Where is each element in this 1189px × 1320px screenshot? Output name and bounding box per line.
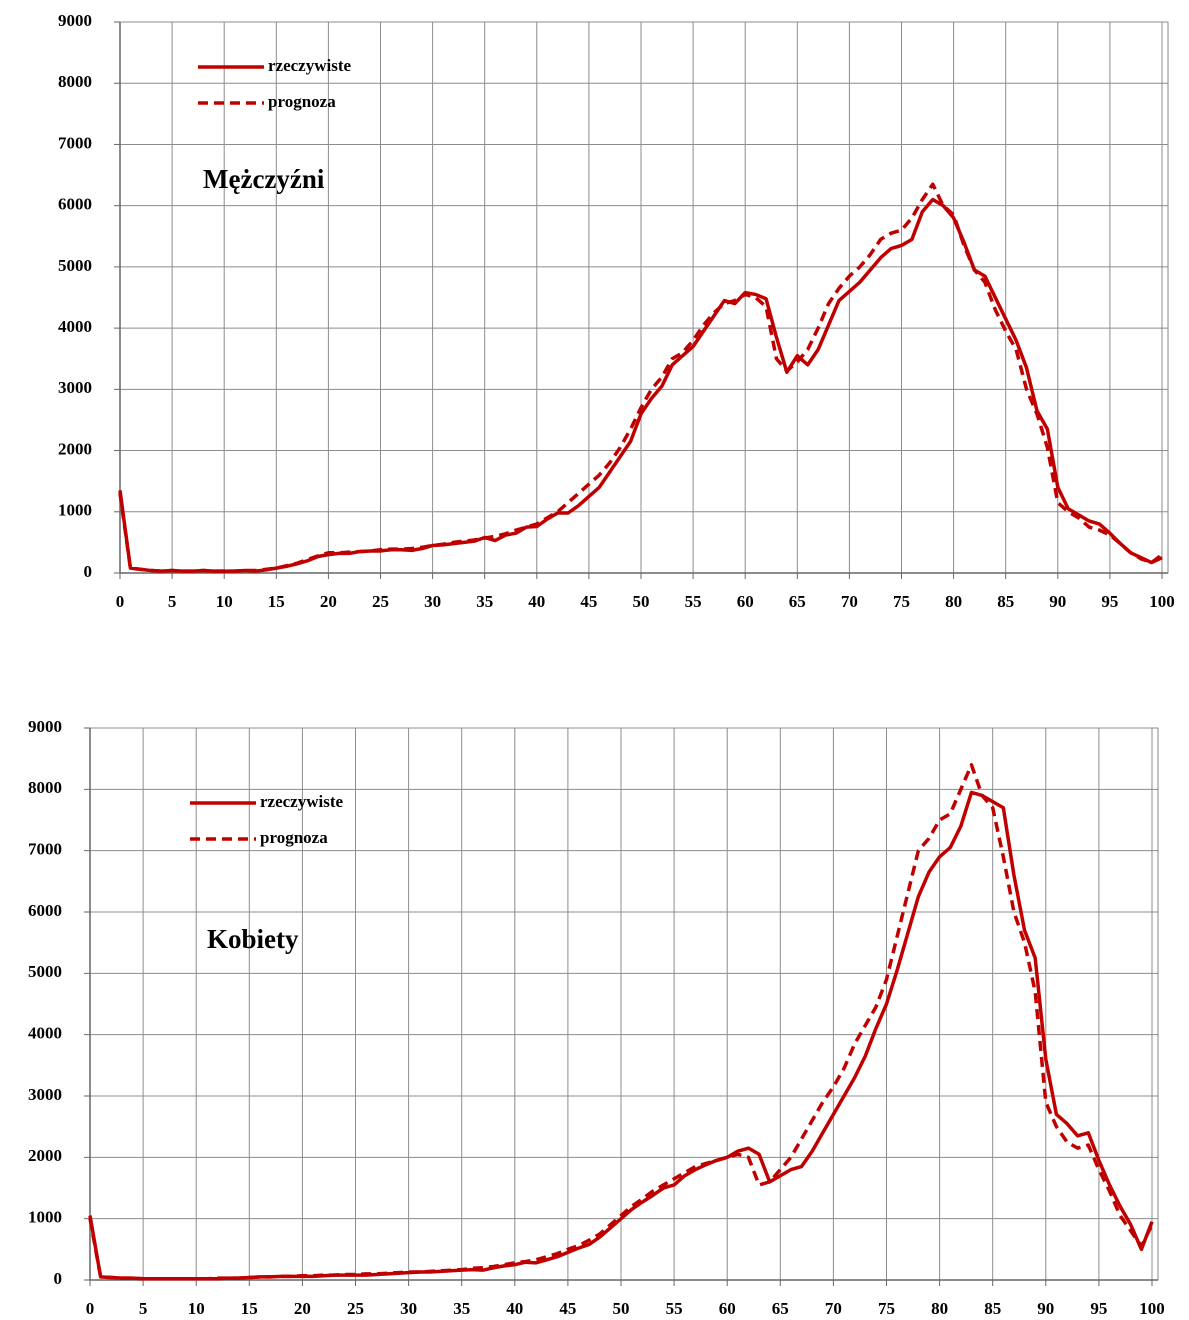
x-tick-label: 60 <box>719 1299 736 1318</box>
x-tick-label: 20 <box>320 592 337 611</box>
y-tick-label: 8000 <box>28 778 62 797</box>
x-tick-label: 90 <box>1037 1299 1054 1318</box>
legend-label: prognoza <box>268 92 336 111</box>
x-tick-label: 85 <box>984 1299 1001 1318</box>
y-tick-label: 8000 <box>58 72 92 91</box>
x-tick-label: 50 <box>613 1299 630 1318</box>
y-tick-label: 6000 <box>58 195 92 214</box>
x-tick-label: 100 <box>1139 1299 1165 1318</box>
x-tick-label: 30 <box>424 592 441 611</box>
y-tick-label: 7000 <box>58 133 92 152</box>
legend-label: rzeczywiste <box>260 792 344 811</box>
x-tick-label: 20 <box>294 1299 311 1318</box>
x-tick-label: 50 <box>633 592 650 611</box>
y-tick-label: 9000 <box>28 717 62 736</box>
x-tick-label: 5 <box>139 1299 148 1318</box>
y-tick-label: 2000 <box>58 439 92 458</box>
x-tick-label: 80 <box>945 592 962 611</box>
y-tick-label: 0 <box>84 562 93 581</box>
x-tick-label: 80 <box>931 1299 948 1318</box>
x-tick-label: 35 <box>476 592 493 611</box>
x-tick-label: 85 <box>997 592 1014 611</box>
chart-title: Mężczyźni <box>203 164 325 194</box>
x-tick-label: 100 <box>1149 592 1175 611</box>
x-tick-label: 0 <box>86 1299 95 1318</box>
x-tick-label: 25 <box>347 1299 364 1318</box>
x-tick-label: 90 <box>1049 592 1066 611</box>
x-tick-label: 95 <box>1101 592 1118 611</box>
series-line <box>118 197 1163 573</box>
y-tick-label: 4000 <box>28 1024 62 1043</box>
x-tick-label: 55 <box>685 592 702 611</box>
x-tick-label: 40 <box>506 1299 523 1318</box>
x-tick-label: 55 <box>666 1299 683 1318</box>
y-tick-label: 3000 <box>28 1085 62 1104</box>
x-tick-label: 25 <box>372 592 389 611</box>
x-tick-label: 70 <box>841 592 858 611</box>
x-tick-label: 95 <box>1090 1299 1107 1318</box>
y-tick-label: 5000 <box>58 256 92 275</box>
x-tick-label: 65 <box>789 592 806 611</box>
y-tick-label: 1000 <box>58 501 92 520</box>
x-tick-label: 75 <box>893 592 910 611</box>
x-tick-label: 70 <box>825 1299 842 1318</box>
series-line <box>88 763 1154 1281</box>
y-tick-label: 5000 <box>28 962 62 981</box>
x-tick-label: 40 <box>528 592 545 611</box>
legend-label: prognoza <box>260 828 328 847</box>
x-tick-label: 35 <box>453 1299 470 1318</box>
x-tick-label: 0 <box>116 592 125 611</box>
x-tick-label: 15 <box>268 592 285 611</box>
y-tick-label: 3000 <box>58 378 92 397</box>
y-tick-label: 6000 <box>28 901 62 920</box>
y-tick-label: 9000 <box>58 11 92 30</box>
x-tick-label: 45 <box>580 592 597 611</box>
y-tick-label: 7000 <box>28 840 62 859</box>
x-tick-label: 5 <box>168 592 177 611</box>
y-tick-label: 4000 <box>58 317 92 336</box>
x-tick-label: 30 <box>400 1299 417 1318</box>
x-tick-label: 15 <box>241 1299 258 1318</box>
x-tick-label: 45 <box>559 1299 576 1318</box>
x-tick-label: 65 <box>772 1299 789 1318</box>
x-tick-label: 10 <box>188 1299 205 1318</box>
x-tick-label: 10 <box>216 592 233 611</box>
y-tick-label: 0 <box>54 1269 63 1288</box>
plot-frame <box>89 727 1159 1281</box>
series-line <box>118 182 1164 573</box>
x-tick-label: 60 <box>737 592 754 611</box>
y-tick-label: 1000 <box>28 1208 62 1227</box>
x-tick-label: 75 <box>878 1299 895 1318</box>
legend-label: rzeczywiste <box>268 56 352 75</box>
chart-title: Kobiety <box>207 924 299 954</box>
y-tick-label: 2000 <box>28 1146 62 1165</box>
